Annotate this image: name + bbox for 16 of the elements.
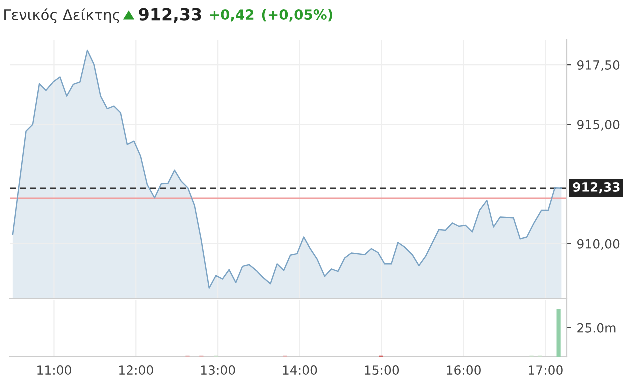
y-tick-label: 917,50 [578,60,620,72]
y-tick-label: 915,00 [578,120,620,131]
text: 912,33 [139,8,202,23]
x-tick-label: 11:00 [38,366,72,376]
x-tick-label: 13:00 [201,366,236,376]
x-tick-label: 14:00 [283,366,318,376]
text: (+0,05%) [262,9,332,22]
x-tick-label: 16:00 [447,366,481,376]
y-tick-label: 910,00 [578,239,620,250]
x-tick-label: 17:00 [529,366,563,376]
ref-line-label: 912,33 [573,182,620,194]
chart-title: Γενικός Δείκτης [4,8,120,24]
text: +0,42 [210,10,254,22]
x-tick-label: 15:00 [365,366,400,376]
y-tick-label: 25.0m [578,323,616,333]
x-tick-label: 12:00 [120,366,154,376]
